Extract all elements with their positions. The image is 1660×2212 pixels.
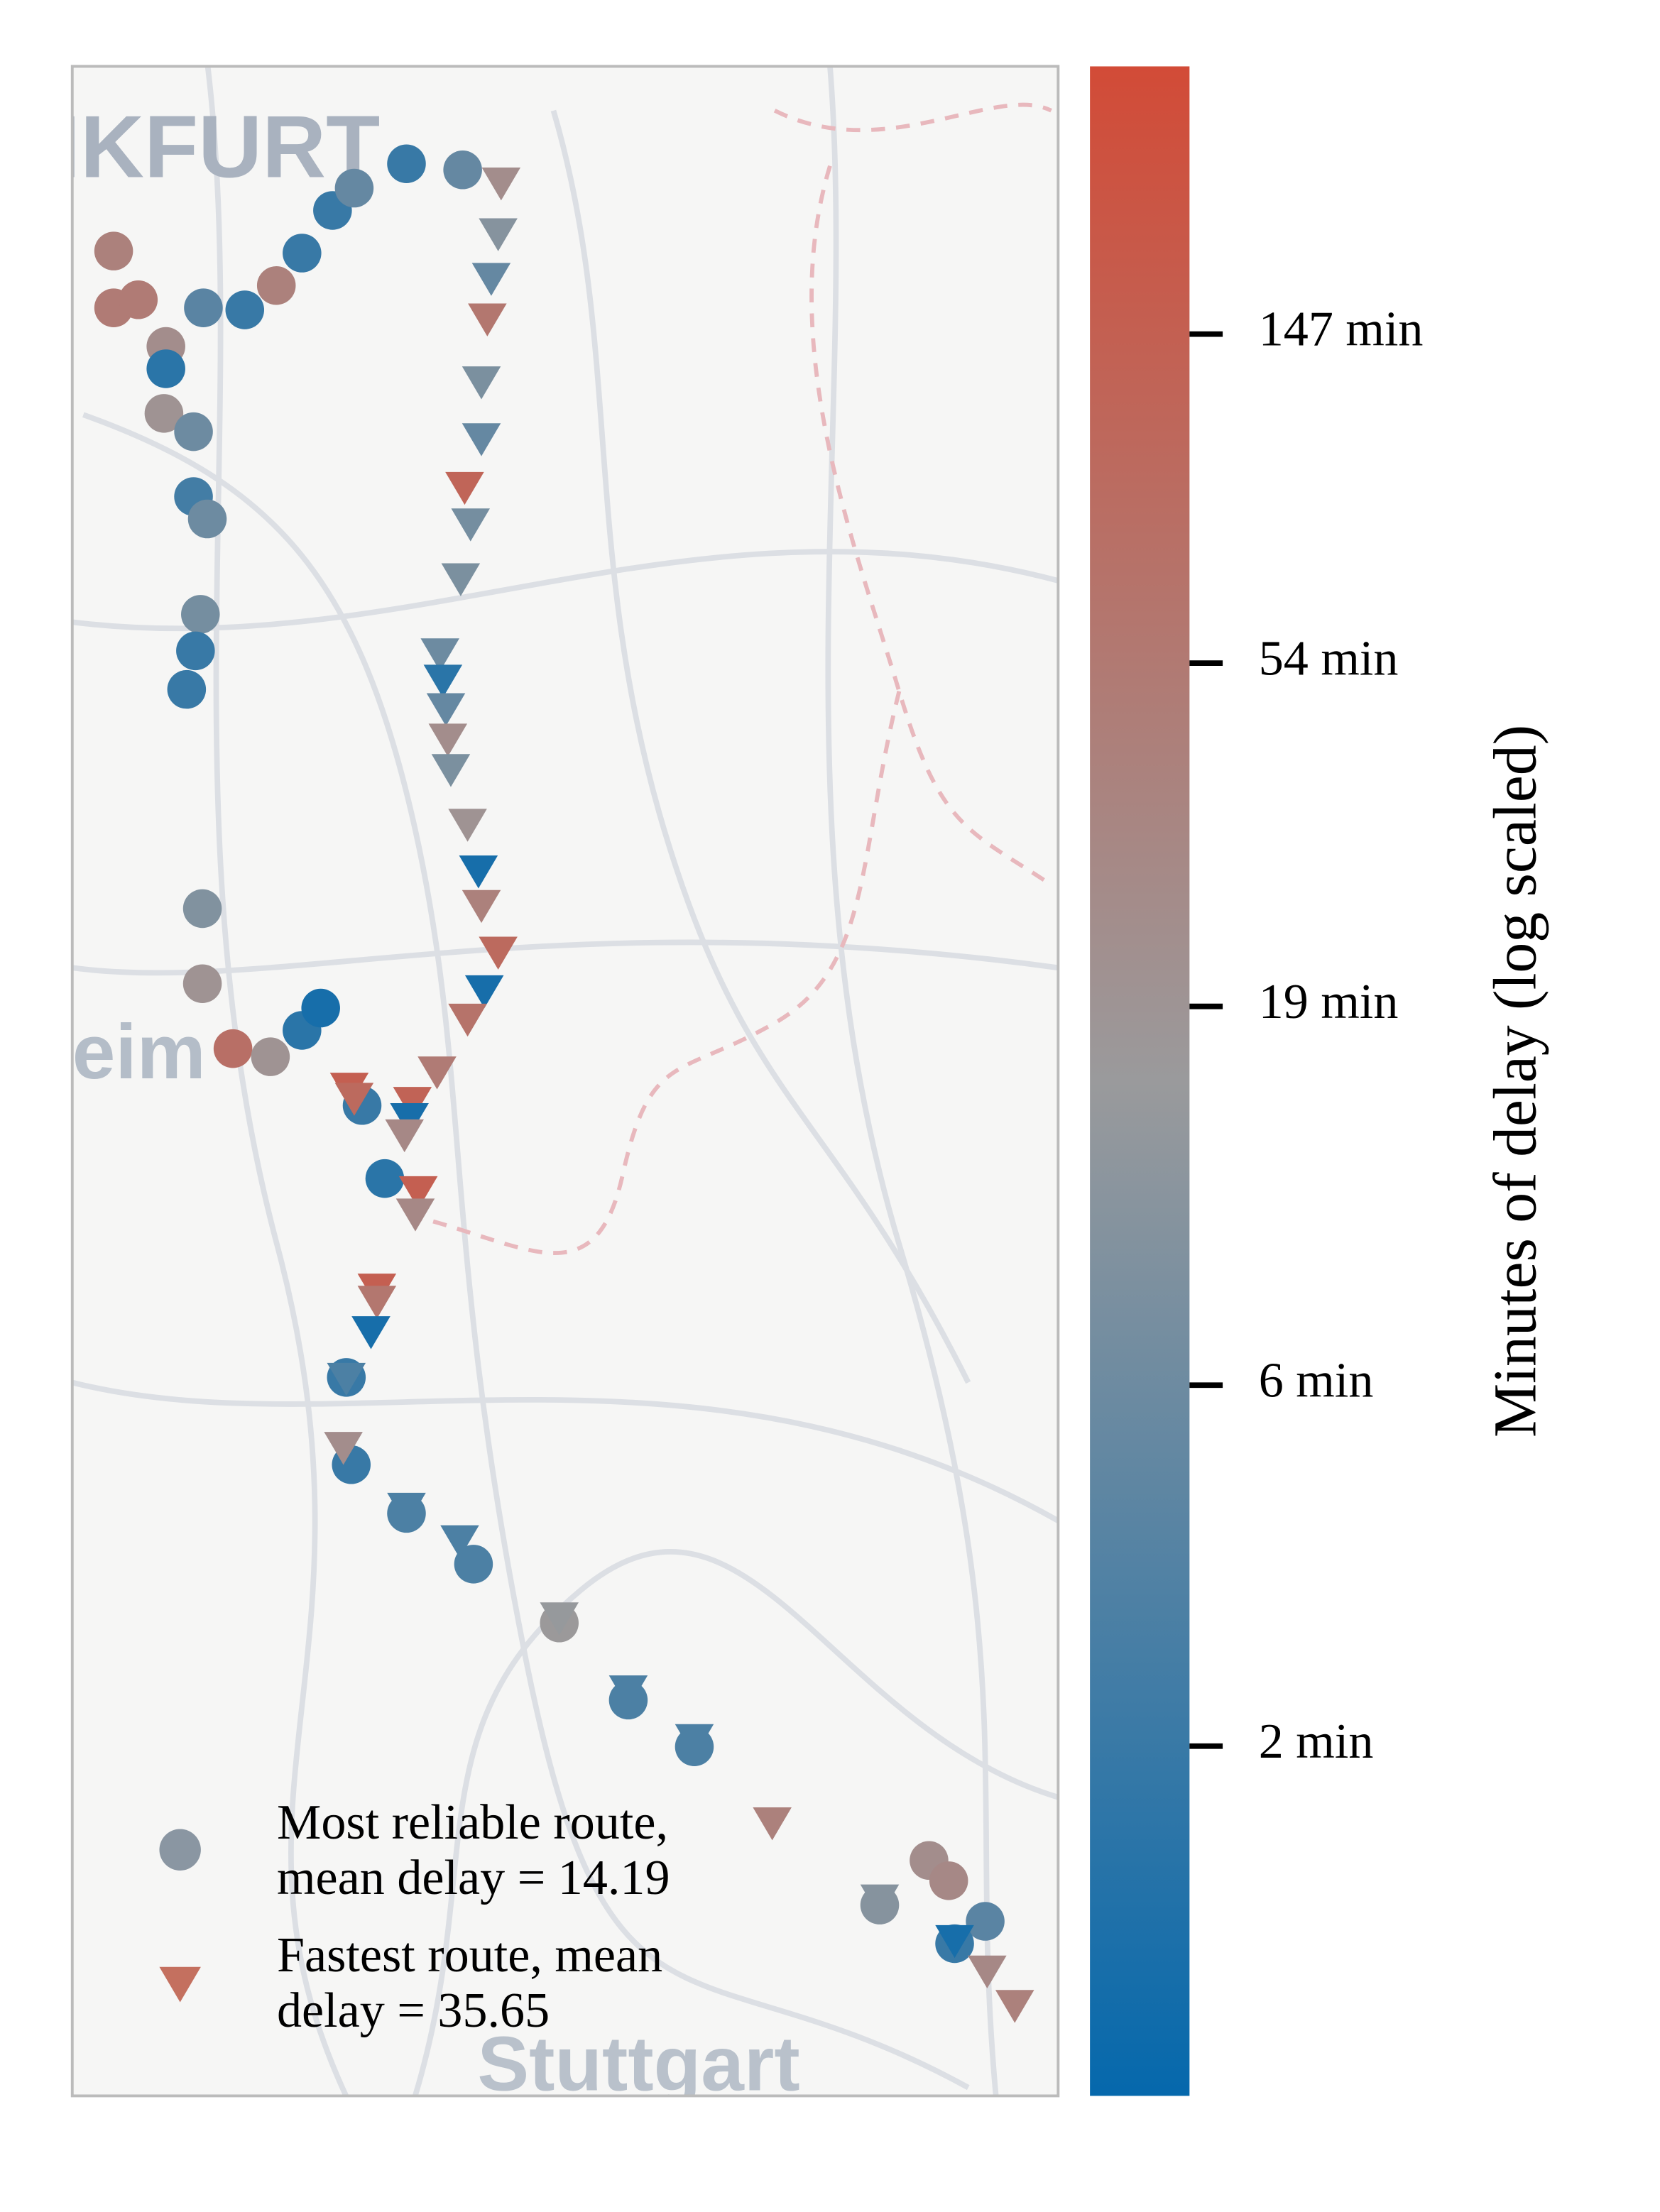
fastest-point xyxy=(324,1432,363,1465)
reliable-point xyxy=(146,349,185,388)
colorbar xyxy=(1090,66,1190,2096)
fastest-point xyxy=(417,1056,457,1090)
fastest-point xyxy=(459,855,498,889)
reliable-point xyxy=(251,1037,290,1076)
map-roads xyxy=(72,66,1059,2096)
reliable-point xyxy=(213,1029,253,1068)
fastest-point xyxy=(385,1119,424,1153)
fastest-point xyxy=(395,1198,435,1232)
legend-marker xyxy=(159,1829,201,1871)
legend-entry: Most reliable route, mean delay = 14.19 xyxy=(277,1794,670,1905)
fastest-point xyxy=(479,936,518,970)
fastest-point xyxy=(968,1955,1007,1989)
reliable-point xyxy=(144,394,184,433)
fastest-point xyxy=(431,754,471,787)
fastest-point xyxy=(464,975,504,1009)
fastest-point xyxy=(451,508,491,542)
reliable-point xyxy=(119,280,158,319)
colorbar-tick-label: 19 min xyxy=(1259,975,1399,1029)
reliable-point xyxy=(256,265,296,305)
reliable-point xyxy=(966,1902,1005,1941)
fastest-point xyxy=(935,1924,974,1959)
fastest-point xyxy=(860,1884,900,1917)
fastest-point xyxy=(462,423,501,456)
map-borders xyxy=(415,102,1053,1255)
reliable-point xyxy=(184,288,223,327)
fastest-point xyxy=(448,809,487,842)
fastest-point xyxy=(428,723,468,757)
reliable-point xyxy=(443,150,482,190)
fastest-point xyxy=(462,366,501,400)
fastest-point xyxy=(327,1362,366,1396)
colorbar-tick-label: 6 min xyxy=(1259,1353,1374,1408)
colorbar-label: Minutes of delay (log scaled) xyxy=(1481,725,1549,1438)
fastest-point xyxy=(462,889,501,924)
fastest-point xyxy=(479,218,518,251)
reliable-point xyxy=(182,964,222,1003)
fastest-point xyxy=(423,664,463,698)
fastest-point xyxy=(608,1675,648,1709)
reliable-point xyxy=(225,290,265,329)
reliable-point xyxy=(929,1861,968,1900)
colorbar-tick-label: 147 min xyxy=(1259,302,1424,357)
fastest-point xyxy=(334,1083,374,1116)
reliable-point xyxy=(181,595,220,634)
fastest-point xyxy=(441,563,481,596)
reliable-point xyxy=(365,1159,405,1198)
legend-marker xyxy=(159,1966,201,2003)
map-label: Stuttgart xyxy=(477,2021,799,2108)
reliable-point xyxy=(182,889,222,929)
map-background xyxy=(72,66,1059,2096)
reliable-point xyxy=(387,144,426,183)
fastest-point xyxy=(995,1990,1034,2023)
fastest-point xyxy=(675,1724,714,1758)
map-label: IKFURT xyxy=(55,97,380,196)
reliable-point xyxy=(167,669,207,709)
reliable-point xyxy=(94,231,133,270)
fastest-point xyxy=(445,471,484,505)
fastest-point xyxy=(448,1003,487,1037)
fastest-point xyxy=(426,693,466,726)
legend-entry: Fastest route, mean delay = 35.65 xyxy=(277,1927,663,2038)
fastest-point xyxy=(471,263,511,296)
fastest-point xyxy=(540,1602,579,1636)
fastest-point xyxy=(753,1807,792,1841)
colorbar-tick-label: 54 min xyxy=(1259,631,1399,686)
colorbar-tick-label: 2 min xyxy=(1259,1714,1374,1769)
reliable-point xyxy=(176,631,215,671)
map-label: eim xyxy=(72,1009,206,1095)
fastest-point xyxy=(468,303,507,336)
reliable-point xyxy=(283,234,322,273)
fastest-point xyxy=(398,1176,438,1210)
fastest-point xyxy=(481,167,521,201)
fastest-point xyxy=(357,1286,397,1319)
fastest-point xyxy=(387,1492,426,1526)
legend-label: Fastest route, mean delay = 35.65 xyxy=(277,1927,663,2038)
reliable-point xyxy=(187,499,227,539)
reliable-point xyxy=(454,1545,493,1584)
fastest-point xyxy=(420,638,459,672)
reliable-point xyxy=(174,412,213,451)
fastest-point xyxy=(351,1316,391,1349)
fastest-point xyxy=(440,1525,479,1558)
map-frame xyxy=(70,65,1060,2098)
reliable-point xyxy=(301,988,340,1028)
reliable-point xyxy=(334,168,374,208)
map: IKFURT eim Stuttgart xyxy=(55,66,1059,2108)
legend-label: Most reliable route, mean delay = 14.19 xyxy=(277,1794,670,1905)
